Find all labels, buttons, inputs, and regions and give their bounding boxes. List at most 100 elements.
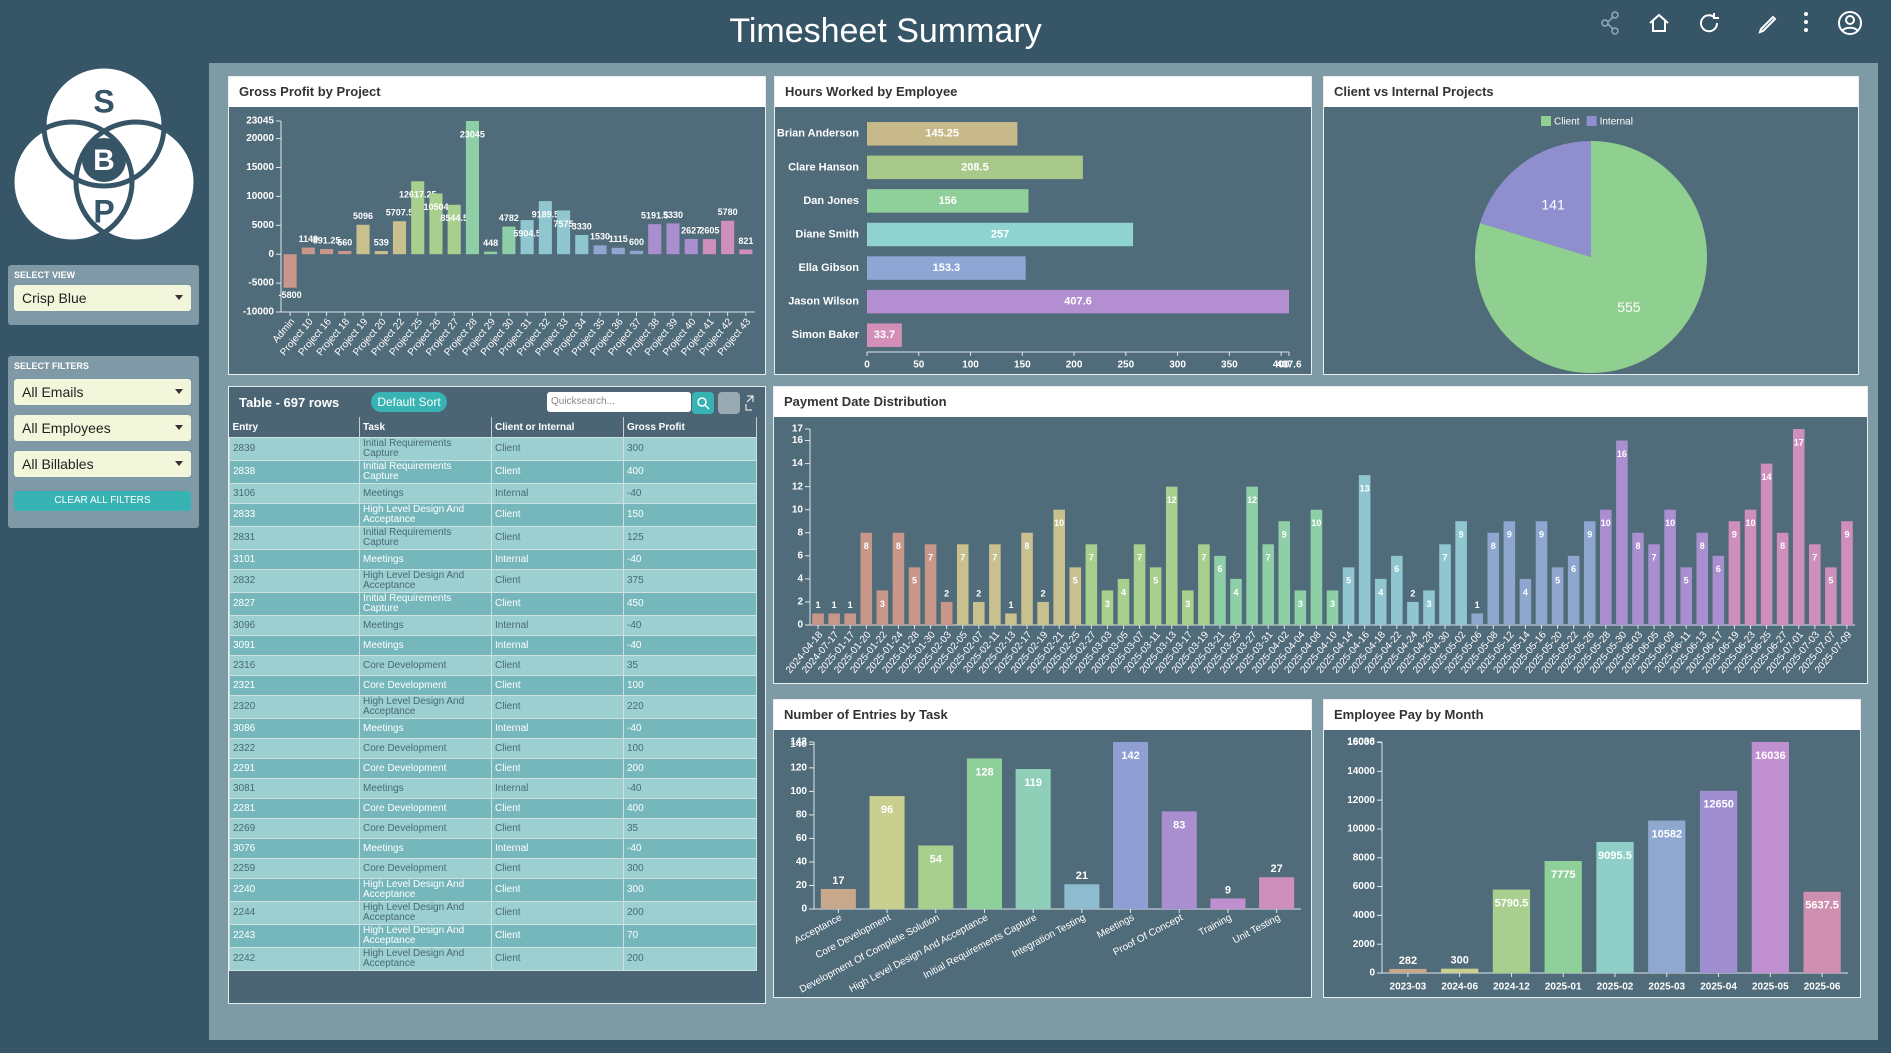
- x-tick-label: 2025-05: [1752, 982, 1789, 993]
- home-icon[interactable]: [1649, 13, 1669, 32]
- bar: [611, 247, 625, 255]
- table-cell: -40: [623, 778, 757, 799]
- pie-slice: [1480, 141, 1591, 257]
- legend-swatch: [1586, 116, 1597, 126]
- x-tick-label: Training: [1197, 912, 1234, 939]
- y-tick-label: 15000: [246, 162, 274, 173]
- logo: S B P: [10, 64, 199, 245]
- x-tick-label: 0: [864, 360, 870, 371]
- table-cell: 2321: [229, 675, 360, 696]
- table-row: 2838 Initial Requirements Capture Client 40…: [229, 460, 757, 484]
- bar: [1712, 555, 1725, 625]
- value-label: 560: [337, 237, 352, 247]
- column-header: Task: [359, 417, 492, 438]
- column-header: Entry: [229, 417, 360, 438]
- search-button[interactable]: [692, 392, 714, 414]
- table-cell: Client: [491, 738, 624, 759]
- bar: [1310, 509, 1323, 625]
- table-row: 2281 Core Development Client 400: [229, 798, 757, 819]
- table-cell: 3081: [229, 778, 360, 799]
- value-label: 145.25: [925, 128, 959, 140]
- table-card: Table - 697 rows Default Sort Quicksearc…: [228, 386, 766, 1004]
- y-tick-label: 2: [797, 597, 803, 608]
- table-cell: 2320: [229, 695, 360, 719]
- reset-button[interactable]: [718, 392, 740, 414]
- sort-button[interactable]: Default Sort: [371, 392, 447, 412]
- y-tick-label: 8: [797, 527, 803, 538]
- bar: [892, 532, 905, 625]
- value-label: 600: [629, 237, 644, 247]
- refresh-icon[interactable]: [1700, 13, 1719, 33]
- share-icon[interactable]: [1601, 11, 1619, 35]
- bar: [392, 221, 407, 255]
- value-label: 17: [1794, 437, 1804, 447]
- bar: [465, 121, 479, 255]
- view-panel: SELECT VIEW Crisp Blue: [8, 265, 199, 325]
- bar: [1085, 544, 1098, 625]
- filter-select[interactable]: All Billables: [14, 451, 191, 477]
- value-label: 3330: [572, 221, 592, 231]
- x-tick-label: 100: [962, 360, 979, 371]
- value-label: 10: [1745, 518, 1755, 528]
- table-cell: 3101: [229, 549, 360, 570]
- bar: [502, 226, 516, 255]
- table-row: 2320 High Level Design And Acceptance Clie…: [229, 695, 757, 719]
- table-cell: 450: [623, 592, 757, 616]
- user-icon[interactable]: [1838, 11, 1862, 35]
- y-tick-label: 2000: [1353, 939, 1376, 950]
- table-cell: 3096: [229, 615, 360, 636]
- value-label: 1530: [590, 232, 610, 242]
- value-label: 539: [374, 237, 389, 247]
- clear-button[interactable]: CLEAR ALL FILTERS: [14, 491, 191, 511]
- value-label: 9189.5: [532, 209, 560, 219]
- value-label: 27: [1271, 863, 1283, 875]
- bar: [1439, 544, 1451, 625]
- table-title: Table - 697 rows: [239, 395, 340, 410]
- value-label: 1149: [299, 234, 319, 244]
- value-label: 5: [1073, 576, 1078, 586]
- edit-icon[interactable]: [1758, 15, 1777, 34]
- value-label: 10582: [1651, 828, 1682, 840]
- table-cell: Initial Requirements Capture: [359, 460, 492, 484]
- bar: [1101, 590, 1114, 625]
- table-cell: Internal: [491, 483, 624, 504]
- table-cell: 2240: [229, 878, 360, 902]
- bar: [648, 224, 662, 255]
- value-label: 8: [1635, 541, 1640, 551]
- value-label: 141: [1541, 196, 1565, 212]
- bar: [411, 181, 425, 255]
- y-tick-label: 14000: [1347, 766, 1375, 777]
- value-label: 9: [1459, 530, 1464, 540]
- filter-select[interactable]: All Emails: [14, 379, 191, 405]
- value-label: 9: [1539, 530, 1544, 540]
- value-label: 1: [816, 600, 821, 610]
- table-row: 3076 Meetings Internal -40: [229, 838, 757, 859]
- y-tick-label: 0: [268, 249, 274, 260]
- bar: [1583, 521, 1596, 625]
- bar: [283, 254, 297, 288]
- value-label: 9: [1282, 530, 1287, 540]
- value-label: 9: [1844, 530, 1849, 540]
- value-label: 9: [1587, 530, 1592, 540]
- y-tick-label: 120: [790, 763, 807, 774]
- table-cell: 300: [623, 878, 757, 902]
- chart: 0 50 100 150 200 250 300 350 400407.6145.25Brian…: [777, 122, 1302, 371]
- value-label: 8: [1700, 541, 1705, 551]
- bar: [1230, 578, 1242, 625]
- y-tick-label: 16000: [1347, 737, 1375, 748]
- value-label: 5: [1684, 576, 1689, 586]
- bar: [702, 239, 716, 255]
- bar: [1600, 509, 1612, 625]
- search-input[interactable]: Quicksearch...: [547, 392, 691, 412]
- filter-select[interactable]: All Employees: [14, 415, 191, 441]
- table-cell: 2838: [229, 460, 360, 484]
- table-cell: 2244: [229, 901, 360, 925]
- bar: [1021, 532, 1033, 625]
- table-row: 3091 Meetings Internal -40: [229, 635, 757, 656]
- value-label: 9095.5: [1598, 850, 1632, 862]
- expand-icon[interactable]: [745, 395, 754, 411]
- bar: [629, 250, 644, 255]
- more-icon[interactable]: [1804, 12, 1808, 32]
- view-select[interactable]: Crisp Blue: [14, 285, 191, 311]
